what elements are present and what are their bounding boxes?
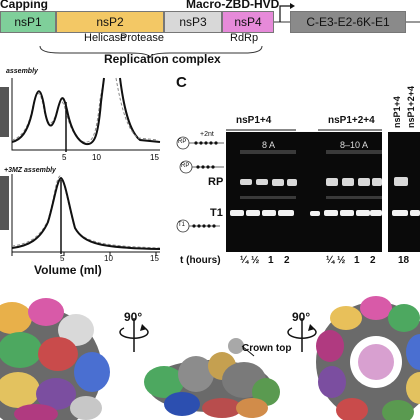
rp-bands bbox=[240, 177, 408, 186]
sec-trace-top bbox=[11, 77, 105, 146]
rdrp-label: RdRp bbox=[230, 32, 259, 44]
replication-complex-label: Replication complex bbox=[104, 52, 221, 66]
time-2-b: ½ bbox=[337, 255, 346, 266]
t1-band-label: T1 bbox=[210, 207, 223, 219]
segment-structural: C-E3-E2-6K-E1 bbox=[290, 11, 406, 33]
time-2-c: 1 bbox=[354, 255, 360, 266]
time-1-b: ½ bbox=[251, 255, 260, 266]
crown-top-label: Crown top bbox=[242, 343, 292, 354]
time-axis-text: t (hours) bbox=[180, 255, 221, 266]
sec-trace-bottom-dashed bbox=[11, 175, 161, 249]
capping-label: Capping bbox=[0, 0, 48, 11]
segment-nsp1-label: nsP1 bbox=[14, 15, 42, 29]
time-2-a: ¼ bbox=[326, 255, 335, 266]
segment-nsp3: nsP3 bbox=[164, 11, 222, 33]
helicase-label: Helicase bbox=[84, 32, 127, 44]
t1-schematic-label: T1 bbox=[178, 222, 186, 228]
rp-schematic-label-1: RP bbox=[178, 139, 187, 145]
plus-2nt-label: +2nt bbox=[200, 131, 214, 138]
segment-nsp2: nsP2 bbox=[56, 11, 164, 33]
panel-c-letter: C bbox=[176, 74, 187, 91]
top-tick-15: 15 bbox=[150, 153, 159, 162]
rp-schematic-label-2: RP bbox=[181, 163, 190, 169]
rp-band-label: RP bbox=[208, 176, 224, 188]
top-tick-5: 5 bbox=[62, 153, 67, 162]
segment-structural-label: C-E3-E2-6K-E1 bbox=[306, 15, 390, 29]
rotate-label-1: 90° bbox=[124, 310, 143, 324]
time-1-d: 2 bbox=[284, 255, 290, 266]
t1-bands bbox=[230, 210, 420, 216]
rotate-label-2: 90° bbox=[292, 310, 311, 324]
time-3: 18 bbox=[398, 255, 410, 266]
segment-nsp2-label: nsP2 bbox=[96, 15, 124, 29]
bottom-tick-5: 5 bbox=[60, 254, 65, 263]
rotate-arrow-1 bbox=[119, 318, 149, 352]
top-tick-10: 10 bbox=[92, 153, 101, 162]
time-axis-label: t (hours) bbox=[180, 255, 221, 266]
cryoem-map-right bbox=[316, 296, 420, 420]
bottom-tick-10: 10 bbox=[104, 254, 113, 263]
time-1-a: ¼ bbox=[240, 255, 249, 266]
segment-nsp4: nsP4 bbox=[222, 11, 274, 33]
panel-b-bottom-caption: +3MZ assembly bbox=[4, 167, 56, 174]
segment-nsp4-label: nsP4 bbox=[234, 15, 262, 29]
segment-nsp3-label: nsP3 bbox=[179, 15, 207, 29]
macro-label: Macro-ZBD-HVD bbox=[186, 0, 280, 11]
segment-nsp1: nsP1 bbox=[0, 11, 56, 33]
time-2-d: 2 bbox=[370, 255, 376, 266]
panel-b-top-caption: assembly bbox=[6, 68, 38, 75]
protease-label: Protease bbox=[120, 32, 165, 44]
sec-trace-bottom bbox=[11, 176, 161, 250]
cryoem-map-left bbox=[0, 298, 110, 420]
time-1-c: 1 bbox=[268, 255, 274, 266]
bottom-tick-15: 15 bbox=[150, 254, 159, 263]
rotate-arrow-2 bbox=[287, 318, 317, 352]
cryoem-map-middle bbox=[144, 338, 280, 418]
group-nsp1-2-4-label: nsP1+2+4 bbox=[328, 115, 375, 126]
group-nsp1-4-label: nsP1+4 bbox=[236, 115, 272, 126]
volume-axis-label: Volume (ml) bbox=[34, 263, 102, 277]
lane-temp-2: 8–10 A bbox=[340, 140, 369, 150]
lane-temp-1: 8 A bbox=[262, 140, 276, 150]
